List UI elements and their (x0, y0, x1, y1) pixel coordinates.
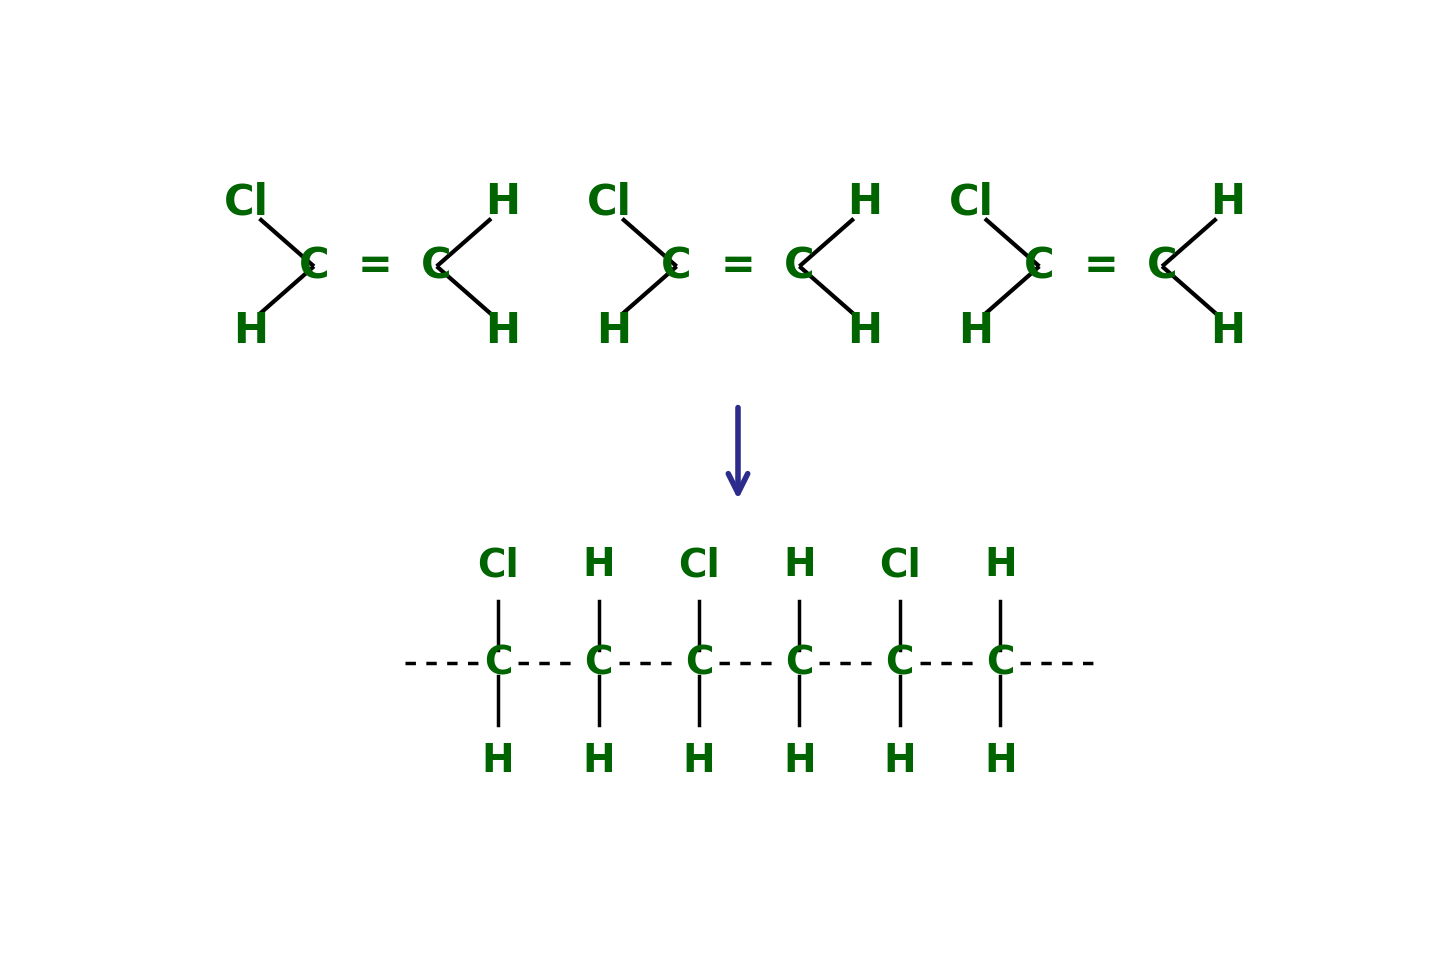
Text: C: C (661, 245, 693, 288)
Text: =: = (359, 245, 393, 288)
Text: C: C (1024, 245, 1054, 288)
Text: H: H (582, 546, 615, 584)
Text: C: C (785, 644, 814, 682)
Text: H: H (582, 742, 615, 780)
Text: Cl: Cl (878, 546, 920, 584)
Text: H: H (482, 742, 514, 780)
Text: Cl: Cl (586, 181, 631, 224)
Text: Cl: Cl (477, 546, 518, 584)
Text: C: C (484, 644, 513, 682)
Text: =: = (1083, 245, 1117, 288)
Text: H: H (783, 546, 815, 584)
Text: Cl: Cl (223, 181, 269, 224)
Text: Cl: Cl (678, 546, 720, 584)
Text: H: H (233, 309, 268, 352)
Text: C: C (684, 644, 713, 682)
Text: H: H (848, 181, 883, 224)
Text: H: H (848, 309, 883, 352)
Text: H: H (1210, 181, 1246, 224)
Text: H: H (596, 309, 631, 352)
Text: H: H (884, 742, 916, 780)
Text: C: C (1146, 245, 1178, 288)
Text: H: H (485, 181, 520, 224)
Text: C: C (585, 644, 613, 682)
Text: C: C (886, 644, 914, 682)
Text: C: C (783, 245, 815, 288)
Text: H: H (485, 309, 520, 352)
Text: C: C (986, 644, 1015, 682)
Text: H: H (683, 742, 716, 780)
Text: Cl: Cl (949, 181, 994, 224)
Text: C: C (298, 245, 330, 288)
Text: =: = (720, 245, 756, 288)
Text: H: H (984, 546, 1017, 584)
Text: H: H (959, 309, 994, 352)
Text: C: C (422, 245, 452, 288)
Text: H: H (1210, 309, 1246, 352)
Text: H: H (984, 742, 1017, 780)
Text: H: H (783, 742, 815, 780)
